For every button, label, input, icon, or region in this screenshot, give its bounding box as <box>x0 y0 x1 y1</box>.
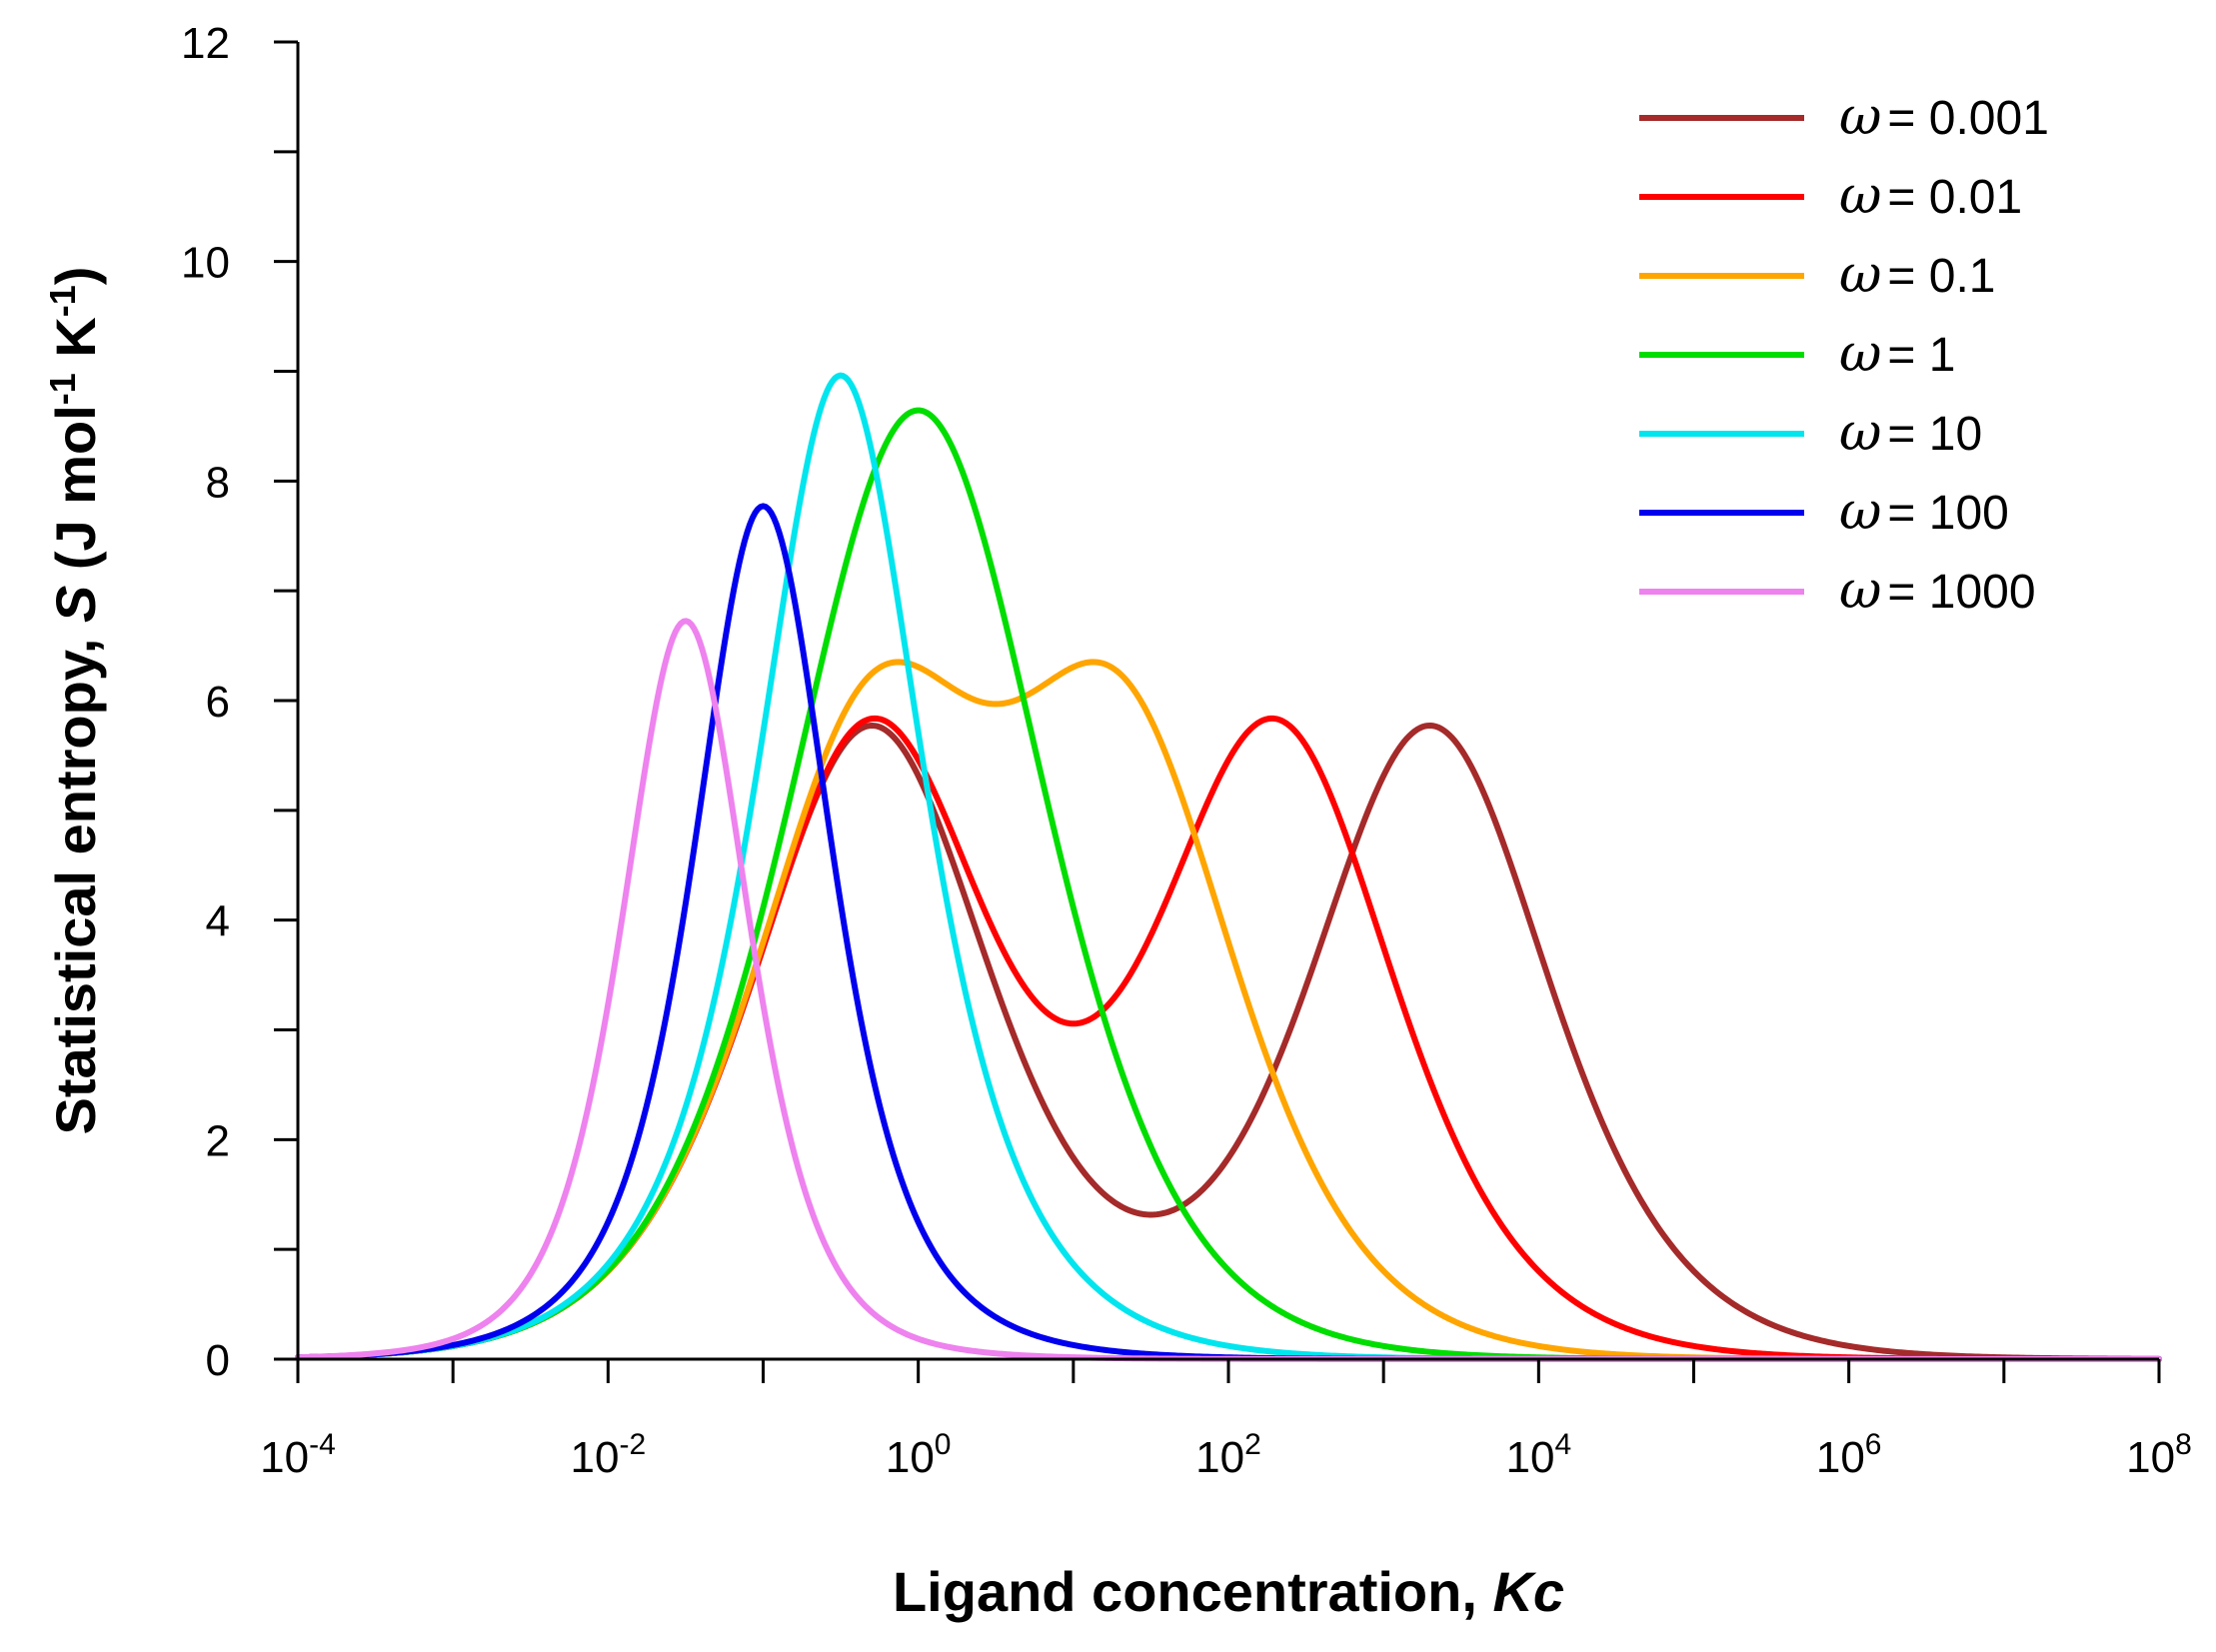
x-axis-title: Ligand concentration, Kc <box>893 1560 1564 1623</box>
y-tick-label: 6 <box>206 678 230 727</box>
legend-label: ω = 10 <box>1839 403 1982 463</box>
y-tick-label: 0 <box>206 1336 230 1385</box>
series-line-1 <box>295 715 2162 1362</box>
legend-label: ω = 0.001 <box>1839 87 2049 147</box>
tick-labels: 10-4 10-2 100 102 104 106 108 0 2 4 6 8 10 12 <box>181 19 2192 1482</box>
x-tick-label: 104 <box>1506 1428 1572 1482</box>
legend-label: ω = 1000 <box>1839 561 2036 621</box>
y-tick-label: 2 <box>206 1116 230 1165</box>
x-tick-label: 108 <box>2126 1428 2192 1482</box>
y-tick-label: 8 <box>206 458 230 507</box>
x-tick-label: 10-2 <box>571 1428 647 1482</box>
ticks <box>274 40 2161 1383</box>
legend-item: ω = 0.001 <box>1639 87 2049 147</box>
legend-item: ω = 0.01 <box>1639 166 2022 226</box>
plot-lines <box>295 372 2162 1362</box>
x-tick-label: 100 <box>886 1428 952 1482</box>
series-line-2 <box>295 659 2162 1362</box>
legend-label: ω = 0.01 <box>1839 166 2022 226</box>
y-tick-label: 12 <box>181 19 230 68</box>
series-line-3 <box>295 407 2162 1362</box>
series-line-6 <box>295 618 2162 1362</box>
legend-label: ω = 0.1 <box>1839 245 1996 305</box>
legend-item: ω = 10 <box>1639 403 1982 463</box>
x-tick-label: 102 <box>1195 1428 1261 1482</box>
legend-item: ω = 0.1 <box>1639 245 1996 305</box>
y-tick-label: 10 <box>181 239 230 288</box>
legend-label: ω = 1 <box>1839 324 1955 384</box>
legend-item: ω = 100 <box>1639 482 2009 542</box>
legend: ω = 0.001 ω = 0.01 ω = 0.1 ω = 1 ω = 10 ω = 100 ω = 1… <box>1639 87 2049 621</box>
legend-item: ω = 1000 <box>1639 561 2036 621</box>
y-axis-title: Statistical entropy, S (J mol-1 K-1) <box>42 267 107 1135</box>
x-tick-label: 10-4 <box>260 1428 336 1482</box>
x-tick-label: 106 <box>1816 1428 1882 1482</box>
legend-item: ω = 1 <box>1639 324 1955 384</box>
legend-label: ω = 100 <box>1839 482 2009 542</box>
y-tick-label: 4 <box>206 897 230 946</box>
series-line-0 <box>295 722 2162 1362</box>
